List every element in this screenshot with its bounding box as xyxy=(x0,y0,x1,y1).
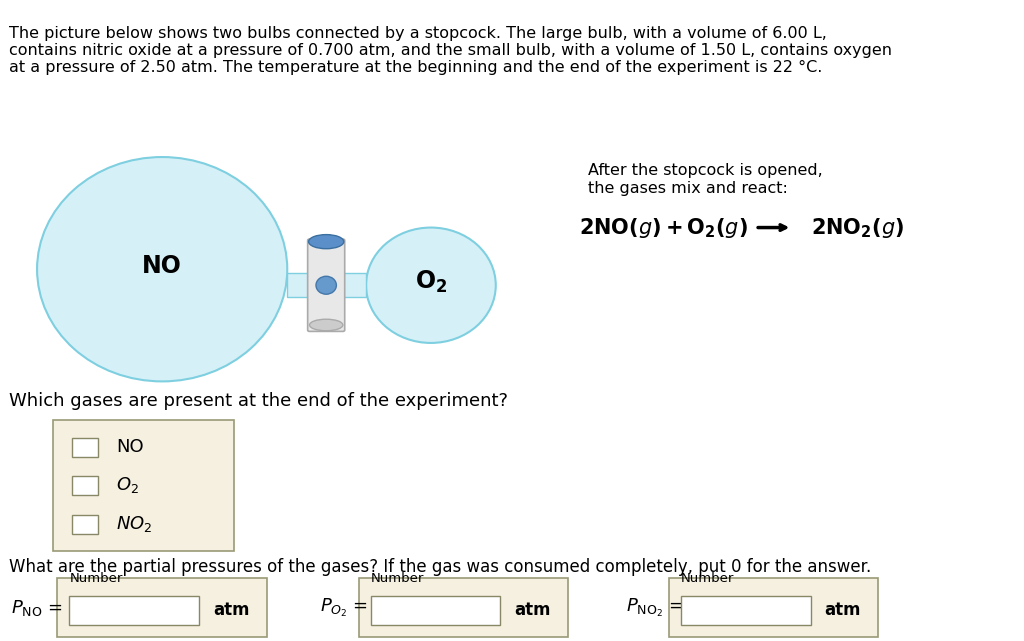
FancyBboxPatch shape xyxy=(288,273,366,297)
Ellipse shape xyxy=(309,319,343,331)
Text: $\mathbf{2NO}$$\mathbf{(}$$\mathit{g}$$\mathbf{) + O_2(}$$\mathit{g}$$\mathbf{)}: $\mathbf{2NO}$$\mathbf{(}$$\mathit{g}$$\… xyxy=(580,215,749,240)
Bar xyxy=(681,596,811,625)
Ellipse shape xyxy=(308,235,344,249)
FancyBboxPatch shape xyxy=(669,578,879,637)
Text: After the stopcock is opened,
the gases mix and react:: After the stopcock is opened, the gases … xyxy=(589,163,823,196)
Text: atm: atm xyxy=(213,601,250,619)
Text: $NO_2$: $NO_2$ xyxy=(116,513,153,534)
FancyBboxPatch shape xyxy=(358,578,568,637)
Text: The picture below shows two bulbs connected by a stopcock. The large bulb, with : The picture below shows two bulbs connec… xyxy=(9,26,892,76)
Text: $P_{O_2}$ =: $P_{O_2}$ = xyxy=(319,597,368,619)
Text: $P_{\mathrm{NO_2}}$ =: $P_{\mathrm{NO_2}}$ = xyxy=(627,597,684,619)
Ellipse shape xyxy=(37,157,288,381)
Bar xyxy=(73,515,98,534)
Bar xyxy=(73,438,98,457)
Text: $O_2$: $O_2$ xyxy=(116,475,138,495)
Text: Number: Number xyxy=(70,572,123,585)
Bar xyxy=(70,596,200,625)
Text: NO: NO xyxy=(116,438,143,456)
Bar xyxy=(371,596,501,625)
Text: Which gases are present at the end of the experiment?: Which gases are present at the end of th… xyxy=(9,392,508,410)
Bar xyxy=(73,476,98,495)
FancyBboxPatch shape xyxy=(53,420,233,551)
Text: atm: atm xyxy=(514,601,551,619)
Text: atm: atm xyxy=(824,601,861,619)
Ellipse shape xyxy=(366,228,496,343)
Text: What are the partial pressures of the gases? If the gas was consumed completely,: What are the partial pressures of the ga… xyxy=(9,558,871,576)
Text: Number: Number xyxy=(371,572,424,585)
Ellipse shape xyxy=(316,276,336,294)
Text: Number: Number xyxy=(681,572,734,585)
FancyBboxPatch shape xyxy=(307,239,345,331)
Text: $\mathbf{2NO_2(}$$\mathit{g}$$\mathbf{)}$: $\mathbf{2NO_2(}$$\mathit{g}$$\mathbf{)}… xyxy=(811,215,904,240)
Text: NO: NO xyxy=(142,254,182,278)
Text: $P_{\mathrm{NO}}$ =: $P_{\mathrm{NO}}$ = xyxy=(11,597,62,618)
Text: $\mathbf{O_2}$: $\mathbf{O_2}$ xyxy=(415,269,447,295)
FancyBboxPatch shape xyxy=(57,578,267,637)
